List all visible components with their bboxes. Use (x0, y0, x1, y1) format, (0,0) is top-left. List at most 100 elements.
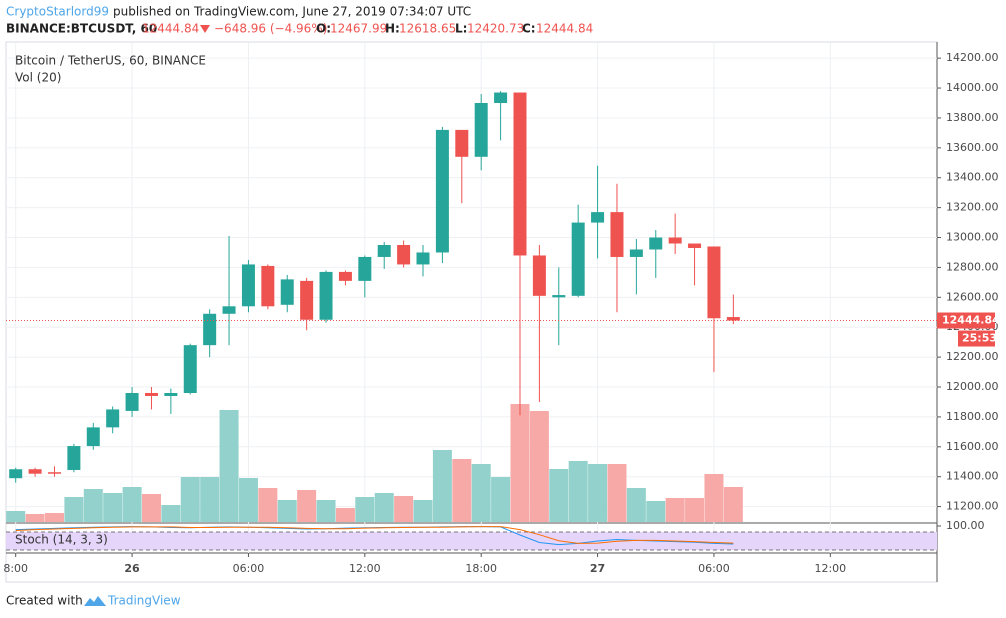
volume-bar (277, 500, 297, 522)
candle-body (319, 271, 333, 320)
volume-bar (122, 487, 142, 522)
candle-body (222, 306, 236, 314)
candle-body (47, 472, 61, 474)
volume-bar (626, 488, 646, 522)
volume-bar (665, 498, 685, 522)
volume-bar (238, 478, 258, 522)
legend-title: Bitcoin / TetherUS, 60, BINANCE (15, 54, 206, 68)
candle-body (86, 427, 100, 447)
legend-stoch: Stoch (14, 3, 3) (15, 533, 108, 547)
y-tick-label: 13600.00 (946, 141, 999, 154)
candle-body (300, 280, 314, 320)
y-tick-label: 12800.00 (946, 260, 999, 273)
candle-body (261, 265, 275, 307)
footer-brand[interactable]: TradingView (107, 594, 181, 608)
x-tick-label: 18:00 (465, 562, 497, 575)
volume-bar (316, 500, 336, 522)
countdown-tag (958, 330, 995, 347)
y-tick-label: 12000.00 (946, 380, 999, 393)
y-tick-label: 12200.00 (946, 350, 999, 363)
volume-bar (64, 497, 84, 522)
h-value: 12618.65 (399, 22, 456, 36)
y-tick-label: 100.00 (946, 519, 985, 532)
volume-bar (568, 461, 588, 522)
candle-body (241, 264, 255, 307)
volume-bar (335, 508, 355, 522)
c-value: 12444.84 (536, 22, 593, 36)
author[interactable]: CryptoStarlord99 (6, 5, 109, 19)
countdown: 25:53 (962, 332, 997, 345)
volume-bar (219, 410, 239, 522)
candle-body (280, 279, 294, 305)
volume-bar (258, 488, 278, 522)
x-tick-label: 06:00 (698, 562, 730, 575)
volume-bar (25, 514, 45, 522)
volume-bar (471, 464, 491, 522)
candle-body (707, 246, 721, 319)
volume-bar (103, 493, 123, 522)
last-price-tag (937, 312, 995, 329)
stoch-line (15, 526, 734, 544)
candle-body (726, 317, 740, 321)
volume-bar (374, 493, 394, 522)
volume-bar (355, 497, 375, 522)
volume-bar (44, 513, 64, 522)
footer-created: Created with (6, 594, 83, 608)
candle-body (164, 392, 178, 396)
candle-body (67, 446, 81, 470)
volume-bar (491, 477, 511, 522)
x-tick-label: 12:00 (349, 562, 381, 575)
candle-body (513, 92, 527, 256)
x-tick-label: 26 (124, 562, 140, 575)
y-tick-label: 13800.00 (946, 111, 999, 124)
volume-bar (510, 404, 530, 522)
volume-bar (297, 490, 317, 522)
o-label: O: (316, 22, 331, 36)
last-price-label: 12444.84 (942, 314, 1000, 327)
y-tick-label: 13000.00 (946, 231, 999, 244)
x-tick-label: 27 (590, 562, 605, 575)
stoch-band (6, 532, 937, 550)
volume-bar (529, 411, 549, 522)
candle-body (474, 102, 488, 157)
y-tick-label: 11800.00 (946, 410, 999, 423)
o-value: 12467.99 (330, 22, 387, 36)
volume-bar (646, 501, 666, 522)
candle-body (203, 313, 217, 346)
volume-bar (588, 464, 608, 522)
volume-bar (6, 511, 26, 522)
volume-bar (607, 464, 627, 522)
candle-body (455, 129, 469, 157)
tv-logo (84, 596, 106, 606)
candle-body (28, 469, 42, 474)
change: −648.96 (−4.96%) (214, 22, 327, 36)
volume-bar (141, 494, 161, 522)
volume-bar (723, 487, 743, 522)
candle-body (416, 252, 430, 265)
volume-bar (704, 474, 724, 522)
candle-body (435, 129, 449, 253)
candle-body (397, 245, 411, 265)
y-tick-label: 14200.00 (946, 51, 999, 64)
candle-body (649, 237, 663, 250)
volume-bar (413, 500, 433, 522)
y-tick-label: 12600.00 (946, 290, 999, 303)
y-tick-label: 11200.00 (946, 500, 999, 513)
candle-body (358, 256, 372, 281)
volume-bar (394, 496, 414, 522)
candle-body (532, 255, 546, 296)
h-label: H: (385, 22, 400, 36)
candle-body (552, 295, 566, 298)
candle-body (106, 409, 120, 428)
candle-body (688, 243, 702, 248)
candle-body (629, 249, 643, 257)
x-tick-label: 12:00 (814, 562, 846, 575)
published: published on TradingView.com, June 27, 2… (113, 5, 471, 19)
last: 12444.84 (142, 22, 199, 36)
legend-volume: Vol (20) (15, 71, 61, 85)
candle-body (338, 271, 352, 281)
c-label: C: (522, 22, 536, 36)
volume-bar (452, 459, 472, 522)
